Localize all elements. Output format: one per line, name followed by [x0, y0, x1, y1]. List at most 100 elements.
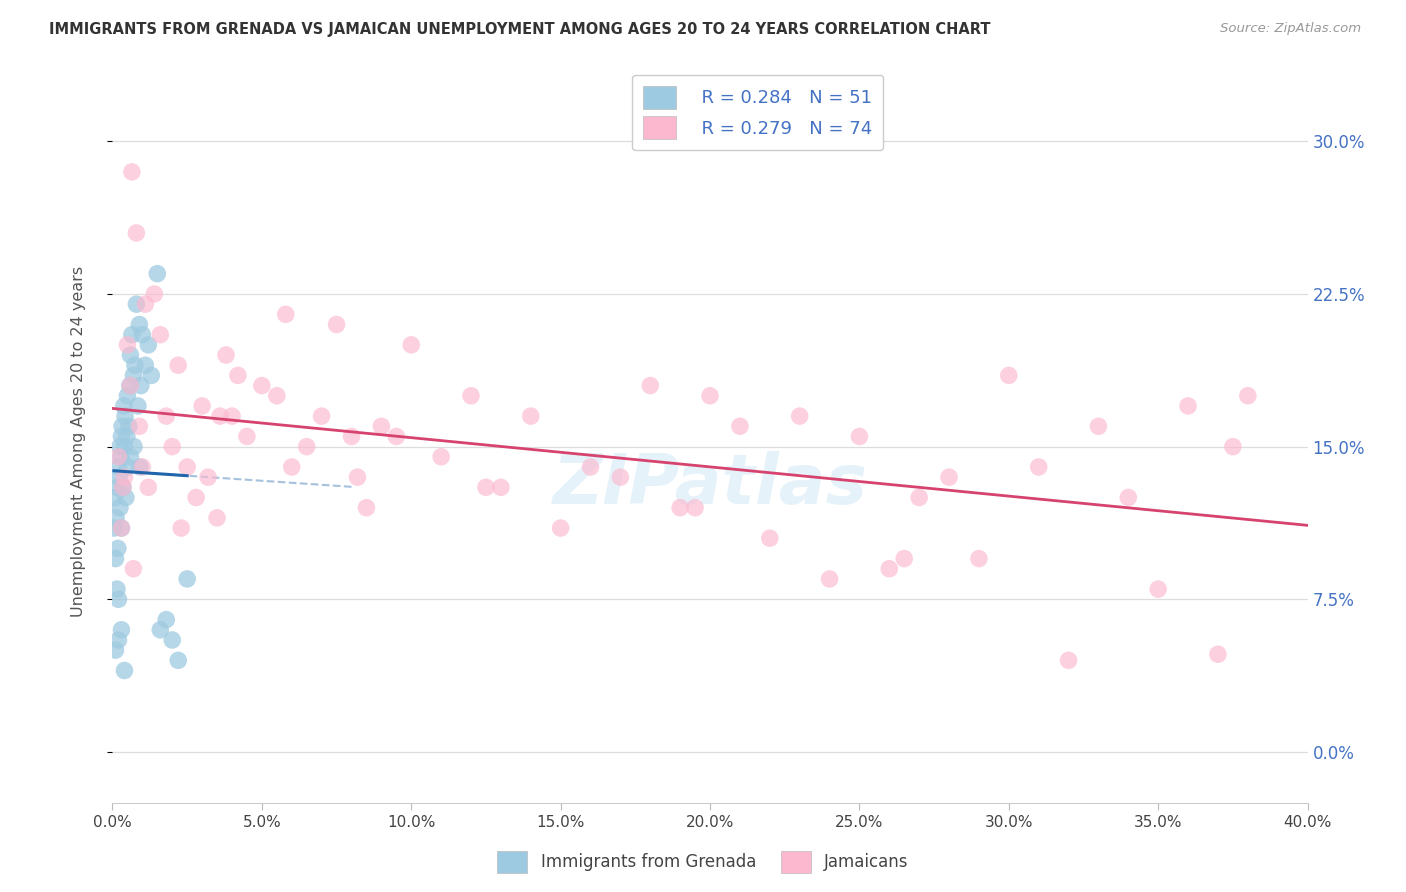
Point	[1057, 653, 1080, 667]
Point	[125, 226, 148, 240]
Point	[176, 460, 198, 475]
Point	[110, 623, 132, 637]
Point	[155, 409, 177, 423]
Point	[250, 378, 273, 392]
Point	[848, 429, 870, 443]
Point	[236, 429, 259, 443]
Point	[1177, 399, 1199, 413]
Point	[107, 450, 129, 464]
Point	[340, 429, 363, 443]
Point	[117, 338, 139, 352]
Point	[107, 592, 129, 607]
Point	[281, 460, 304, 475]
Point	[1028, 460, 1050, 475]
Point	[103, 521, 125, 535]
Point	[1222, 440, 1244, 454]
Point	[121, 165, 143, 179]
Point	[112, 399, 135, 413]
Point	[215, 348, 238, 362]
Point	[998, 368, 1021, 383]
Text: IMMIGRANTS FROM GRENADA VS JAMAICAN UNEMPLOYMENT AMONG AGES 20 TO 24 YEARS CORRE: IMMIGRANTS FROM GRENADA VS JAMAICAN UNEM…	[49, 22, 991, 37]
Point	[114, 470, 135, 484]
Point	[110, 450, 132, 464]
Point	[115, 429, 138, 443]
Point	[460, 389, 482, 403]
Point	[129, 378, 152, 392]
Point	[110, 429, 132, 443]
Point	[121, 327, 143, 342]
Point	[105, 480, 128, 494]
Point	[115, 491, 138, 505]
Point	[134, 297, 156, 311]
Point	[186, 491, 208, 505]
Point	[1237, 389, 1260, 403]
Point	[609, 470, 631, 484]
Point	[129, 460, 152, 475]
Point	[385, 429, 408, 443]
Point	[125, 297, 148, 311]
Point	[162, 440, 183, 454]
Point	[111, 480, 134, 494]
Point	[104, 551, 127, 566]
Point	[167, 358, 190, 372]
Point	[1206, 647, 1229, 661]
Point	[209, 409, 232, 423]
Point	[114, 440, 135, 454]
Point	[311, 409, 333, 423]
Legend:   R = 0.284   N = 51,   R = 0.279   N = 74: R = 0.284 N = 51, R = 0.279 N = 74	[633, 75, 883, 150]
Point	[1118, 491, 1140, 505]
Point	[370, 419, 392, 434]
Point	[108, 500, 131, 515]
Point	[128, 419, 150, 434]
Point	[141, 368, 163, 383]
Point	[138, 480, 160, 494]
Point	[131, 460, 153, 475]
Point	[111, 419, 134, 434]
Point	[117, 460, 139, 475]
Point	[640, 378, 662, 392]
Point	[118, 378, 141, 392]
Point	[114, 664, 135, 678]
Point	[155, 613, 177, 627]
Point	[131, 327, 153, 342]
Point	[266, 389, 288, 403]
Point	[120, 348, 142, 362]
Point	[167, 653, 190, 667]
Point	[699, 389, 721, 403]
Point	[107, 541, 129, 556]
Y-axis label: Unemployment Among Ages 20 to 24 years: Unemployment Among Ages 20 to 24 years	[72, 266, 86, 617]
Point	[346, 470, 368, 484]
Point	[170, 521, 193, 535]
Point	[105, 582, 128, 596]
Point	[818, 572, 841, 586]
Point	[325, 318, 347, 332]
Point	[122, 440, 145, 454]
Point	[226, 368, 249, 383]
Point	[356, 500, 378, 515]
Point	[128, 318, 150, 332]
Point	[110, 521, 132, 535]
Point	[104, 491, 127, 505]
Point	[475, 480, 498, 494]
Point	[879, 562, 901, 576]
Point	[197, 470, 219, 484]
Point	[789, 409, 811, 423]
Point	[108, 440, 131, 454]
Point	[149, 327, 172, 342]
Point	[122, 562, 145, 576]
Point	[162, 632, 183, 647]
Point	[191, 399, 214, 413]
Point	[430, 450, 453, 464]
Point	[669, 500, 692, 515]
Point	[149, 623, 172, 637]
Point	[205, 511, 228, 525]
Point	[728, 419, 751, 434]
Point	[274, 307, 297, 321]
Point	[108, 470, 131, 484]
Point	[893, 551, 915, 566]
Point	[120, 450, 142, 464]
Point	[138, 338, 160, 352]
Point	[908, 491, 931, 505]
Point	[176, 572, 198, 586]
Point	[579, 460, 602, 475]
